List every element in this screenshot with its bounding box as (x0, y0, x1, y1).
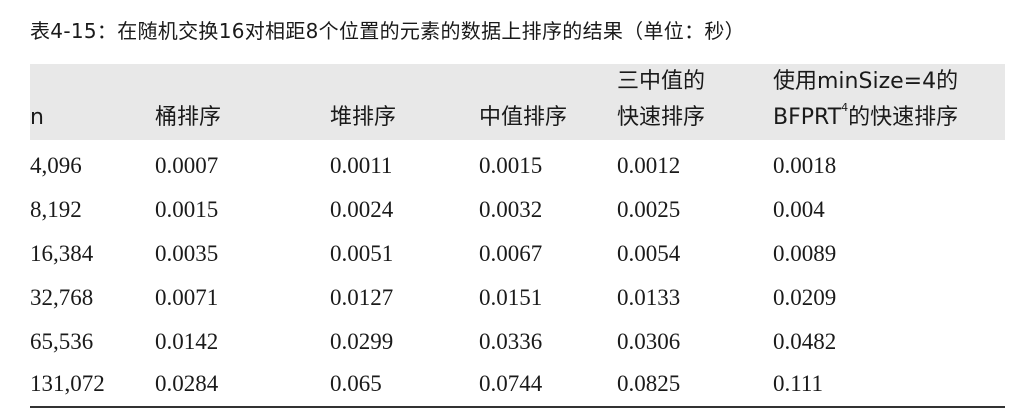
header-bucket-sort: 桶排序 (155, 105, 222, 130)
cell-bfprt: 0.111 (773, 371, 824, 396)
cell-n: 32,768 (30, 285, 94, 310)
table-header: n 桶排序 堆排序 中值排序 三中值的 快速排序 使用minSize=4的 BF… (30, 64, 1005, 140)
header-bfprt-line1: 使用minSize=4的 (773, 69, 959, 94)
cell-bfprt: 0.0482 (773, 329, 837, 354)
table-row: 8,192 0.0015 0.0024 0.0032 0.0025 0.004 (30, 188, 1005, 232)
cell-median: 0.0744 (479, 371, 543, 396)
header-bfprt-name: BFPRT (773, 105, 842, 130)
cell-heap: 0.0051 (330, 241, 394, 266)
cell-median: 0.0336 (479, 329, 543, 354)
cell-median: 0.0151 (479, 285, 543, 310)
cell-bfprt: 0.004 (773, 197, 825, 222)
cell-heap: 0.0024 (330, 197, 394, 222)
table-row: 131,072 0.0284 0.065 0.0744 0.0825 0.111 (30, 362, 1005, 406)
cell-bfprt: 0.0209 (773, 285, 837, 310)
cell-bucket: 0.0007 (155, 153, 219, 178)
cell-n: 4,096 (30, 153, 82, 178)
table-row: 32,768 0.0071 0.0127 0.0151 0.0133 0.020… (30, 276, 1005, 320)
header-heap-sort: 堆排序 (330, 105, 397, 130)
cell-n: 65,536 (30, 329, 94, 354)
table-caption: 表4-15：在随机交换16对相距8个位置的元素的数据上排序的结果（单位：秒） (30, 19, 745, 43)
cell-n: 8,192 (30, 197, 82, 222)
cell-median: 0.0015 (479, 153, 543, 178)
cell-quick3: 0.0054 (617, 241, 681, 266)
cell-bfprt: 0.0018 (773, 153, 837, 178)
cell-bucket: 0.0035 (155, 241, 219, 266)
cell-heap: 0.0127 (330, 285, 394, 310)
cell-heap: 0.065 (330, 371, 382, 396)
cell-heap: 0.0299 (330, 329, 394, 354)
cell-quick3: 0.0025 (617, 197, 681, 222)
cell-bucket: 0.0071 (155, 285, 219, 310)
header-n: n (30, 105, 44, 130)
table-row: 16,384 0.0035 0.0051 0.0067 0.0054 0.008… (30, 232, 1005, 276)
cell-heap: 0.0011 (330, 153, 393, 178)
cell-n: 16,384 (30, 241, 94, 266)
cell-quick3: 0.0825 (617, 371, 681, 396)
cell-bucket: 0.0284 (155, 371, 219, 396)
table-row: 65,536 0.0142 0.0299 0.0336 0.0306 0.048… (30, 320, 1005, 364)
cell-bucket: 0.0142 (155, 329, 219, 354)
footnote-marker: 4 (841, 101, 849, 114)
cell-n: 131,072 (30, 371, 105, 396)
cell-median: 0.0067 (479, 241, 543, 266)
header-bfprt-suffix: 的快速排序 (848, 105, 959, 130)
header-quicksort-median3-line2: 快速排序 (617, 105, 706, 130)
header-bfprt-line2: BFPRT4的快速排序 (773, 102, 958, 134)
cell-bfprt: 0.0089 (773, 241, 837, 266)
cell-bucket: 0.0015 (155, 197, 219, 222)
cell-quick3: 0.0306 (617, 329, 681, 354)
cell-quick3: 0.0012 (617, 153, 681, 178)
header-quicksort-median3-line1: 三中值的 (617, 69, 706, 94)
table-bottom-rule (30, 406, 1005, 408)
header-median-sort: 中值排序 (479, 105, 568, 130)
cell-median: 0.0032 (479, 197, 543, 222)
cell-quick3: 0.0133 (617, 285, 681, 310)
table-row: 4,096 0.0007 0.0011 0.0015 0.0012 0.0018 (30, 144, 1005, 188)
